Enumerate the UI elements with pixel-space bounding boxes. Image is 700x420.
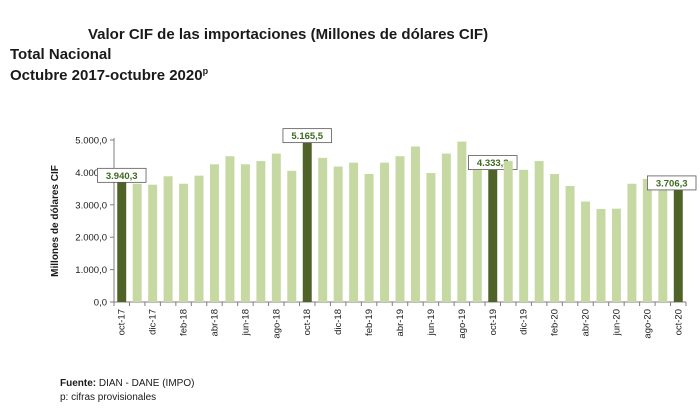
bar-jul-18	[256, 161, 266, 302]
bar-ago-20	[642, 178, 652, 302]
x-tick-label: abr-18	[209, 309, 220, 336]
x-tick-label: abr-20	[581, 309, 592, 336]
bar-abr-20	[581, 201, 590, 302]
bar-oct-18	[302, 134, 312, 302]
x-tick-label: jun-20	[611, 309, 622, 336]
bar-nov-17	[132, 183, 142, 302]
bar-jul-20	[627, 183, 637, 302]
provisional-mark: p	[202, 66, 209, 76]
bar-feb-19	[364, 174, 374, 302]
x-tick-label: feb-19	[364, 309, 375, 336]
bar-mar-18	[194, 175, 204, 302]
bar-ene-20	[534, 161, 544, 302]
bar-jul-19	[441, 153, 451, 302]
bar-jun-20	[611, 208, 621, 302]
x-tick-label: oct-18	[302, 309, 313, 335]
source-note: Fuente: DIAN - DANE (IMPO)	[60, 378, 194, 389]
y-tick-label: 3.000,0	[75, 200, 107, 211]
data-label: 5.165,5	[291, 131, 323, 142]
bar-feb-18	[179, 183, 189, 302]
bar-ene-18	[163, 176, 173, 302]
x-tick-label: oct-20	[673, 309, 684, 335]
bar-feb-20	[550, 174, 560, 302]
bar-may-19	[410, 146, 420, 302]
bar-sep-20	[658, 190, 668, 302]
bar-mar-20	[565, 186, 575, 302]
bar-sep-18	[287, 170, 297, 302]
bar-dic-18	[333, 166, 343, 302]
y-axis-label: Millones de dólares CIF	[50, 165, 61, 277]
bar-abr-19	[395, 156, 405, 302]
bar-nov-19	[503, 161, 513, 302]
data-label-box	[97, 167, 147, 183]
bar-mar-19	[380, 162, 390, 302]
y-tick-label: 5.000,0	[75, 136, 107, 147]
x-tick-label: jun-18	[240, 309, 251, 336]
source-label: Fuente:	[60, 378, 97, 389]
x-tick-label: ago-20	[642, 309, 653, 339]
provisional-note: p: cifras provisionales	[60, 392, 157, 403]
x-tick-label: feb-18	[179, 309, 190, 336]
x-tick-label: abr-19	[395, 309, 406, 336]
bar-sep-19	[472, 165, 482, 302]
bar-dic-17	[148, 184, 158, 302]
data-label: 4.333,3	[477, 158, 509, 169]
x-tick-label: ago-19	[457, 309, 468, 339]
bar-oct-17	[117, 174, 127, 302]
bar-may-20	[596, 209, 606, 302]
x-tick-label: oct-17	[117, 309, 128, 335]
x-tick-label: dic-19	[519, 309, 530, 335]
data-label: 3.706,3	[656, 178, 688, 189]
bar-jun-19	[426, 173, 436, 302]
source-text: DIAN - DANE (IMPO)	[98, 378, 195, 389]
bar-jun-18	[240, 164, 250, 302]
bar-ago-18	[271, 153, 281, 302]
data-label-box	[647, 175, 697, 191]
chart-subtitle-scope: Total Nacional	[10, 46, 112, 63]
bar-may-18	[225, 156, 235, 302]
bar-nov-18	[318, 157, 328, 302]
period-text: Octubre 2017-octubre 2020	[10, 67, 203, 84]
y-tick-label: 2.000,0	[75, 233, 107, 244]
bar-abr-18	[210, 164, 219, 302]
y-tick-label: 0,0	[94, 298, 107, 309]
x-tick-label: ago-18	[271, 309, 282, 339]
y-tick-label: 4.000,0	[75, 168, 107, 179]
bar-chart: Millones de dólares CIF 0,0 1.000,0 2.000,0…	[50, 128, 697, 339]
bar-ago-19	[457, 141, 467, 302]
x-tick-label: oct-19	[488, 309, 499, 335]
data-label: 3.940,3	[106, 171, 138, 182]
y-tick-label: 1.000,0	[75, 265, 107, 276]
bar-ene-19	[349, 162, 359, 302]
data-label-box	[282, 128, 332, 144]
bar-oct-19	[488, 161, 498, 302]
x-tick-label: feb-20	[550, 309, 561, 336]
x-tick-label: dic-18	[333, 309, 344, 335]
chart-subtitle-period: Octubre 2017-octubre 2020p	[10, 66, 208, 84]
chart-title: Valor CIF de las importaciones (Millones…	[88, 26, 489, 43]
x-tick-label: dic-17	[148, 309, 159, 335]
bar-dic-19	[519, 169, 529, 302]
x-tick-label: jun-19	[426, 309, 437, 336]
bar-oct-20	[673, 181, 683, 302]
